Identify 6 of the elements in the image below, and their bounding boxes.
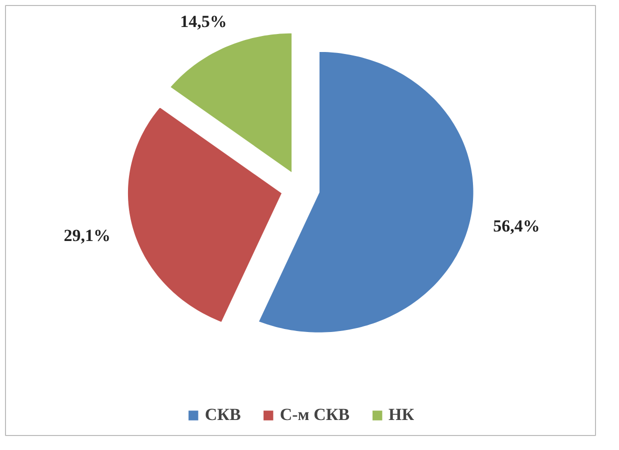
- data-label: 14,5%: [180, 12, 227, 32]
- legend-label: НК: [388, 405, 414, 425]
- legend-label: СКВ: [204, 405, 241, 425]
- legend-label: С-м СКВ: [280, 405, 350, 425]
- data-label: 56,4%: [493, 216, 540, 236]
- data-label: 29,1%: [64, 226, 110, 246]
